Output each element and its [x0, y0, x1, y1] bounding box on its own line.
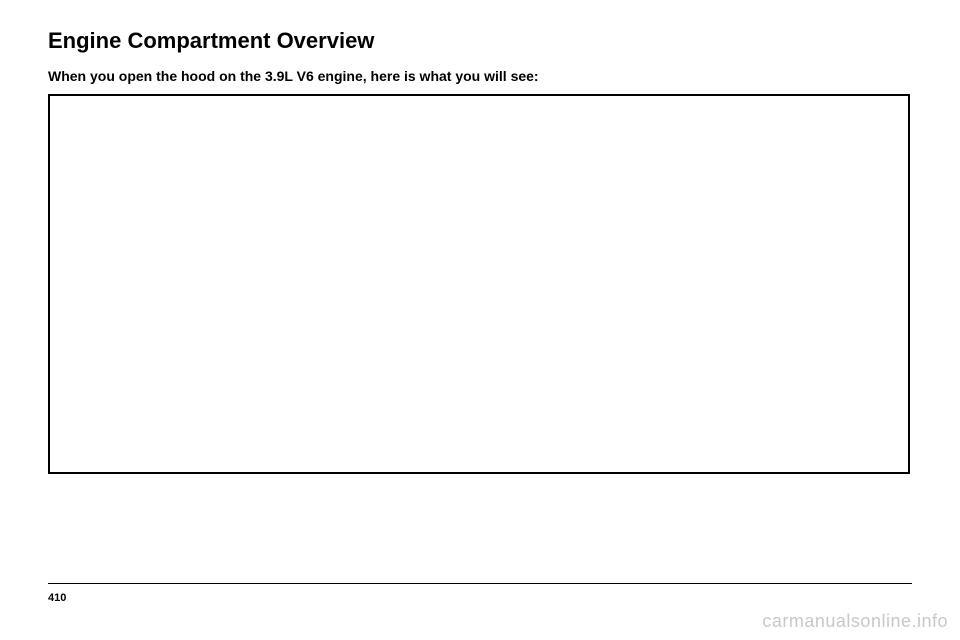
section-title: Engine Compartment Overview	[48, 28, 912, 54]
page-footer: 410	[48, 583, 912, 606]
page-content: Engine Compartment Overview When you ope…	[0, 0, 960, 474]
watermark-text: carmanualsonline.info	[762, 611, 948, 632]
section-intro-text: When you open the hood on the 3.9L V6 en…	[48, 68, 912, 84]
diagram-placeholder-frame	[48, 94, 910, 474]
page-number: 410	[48, 592, 66, 604]
